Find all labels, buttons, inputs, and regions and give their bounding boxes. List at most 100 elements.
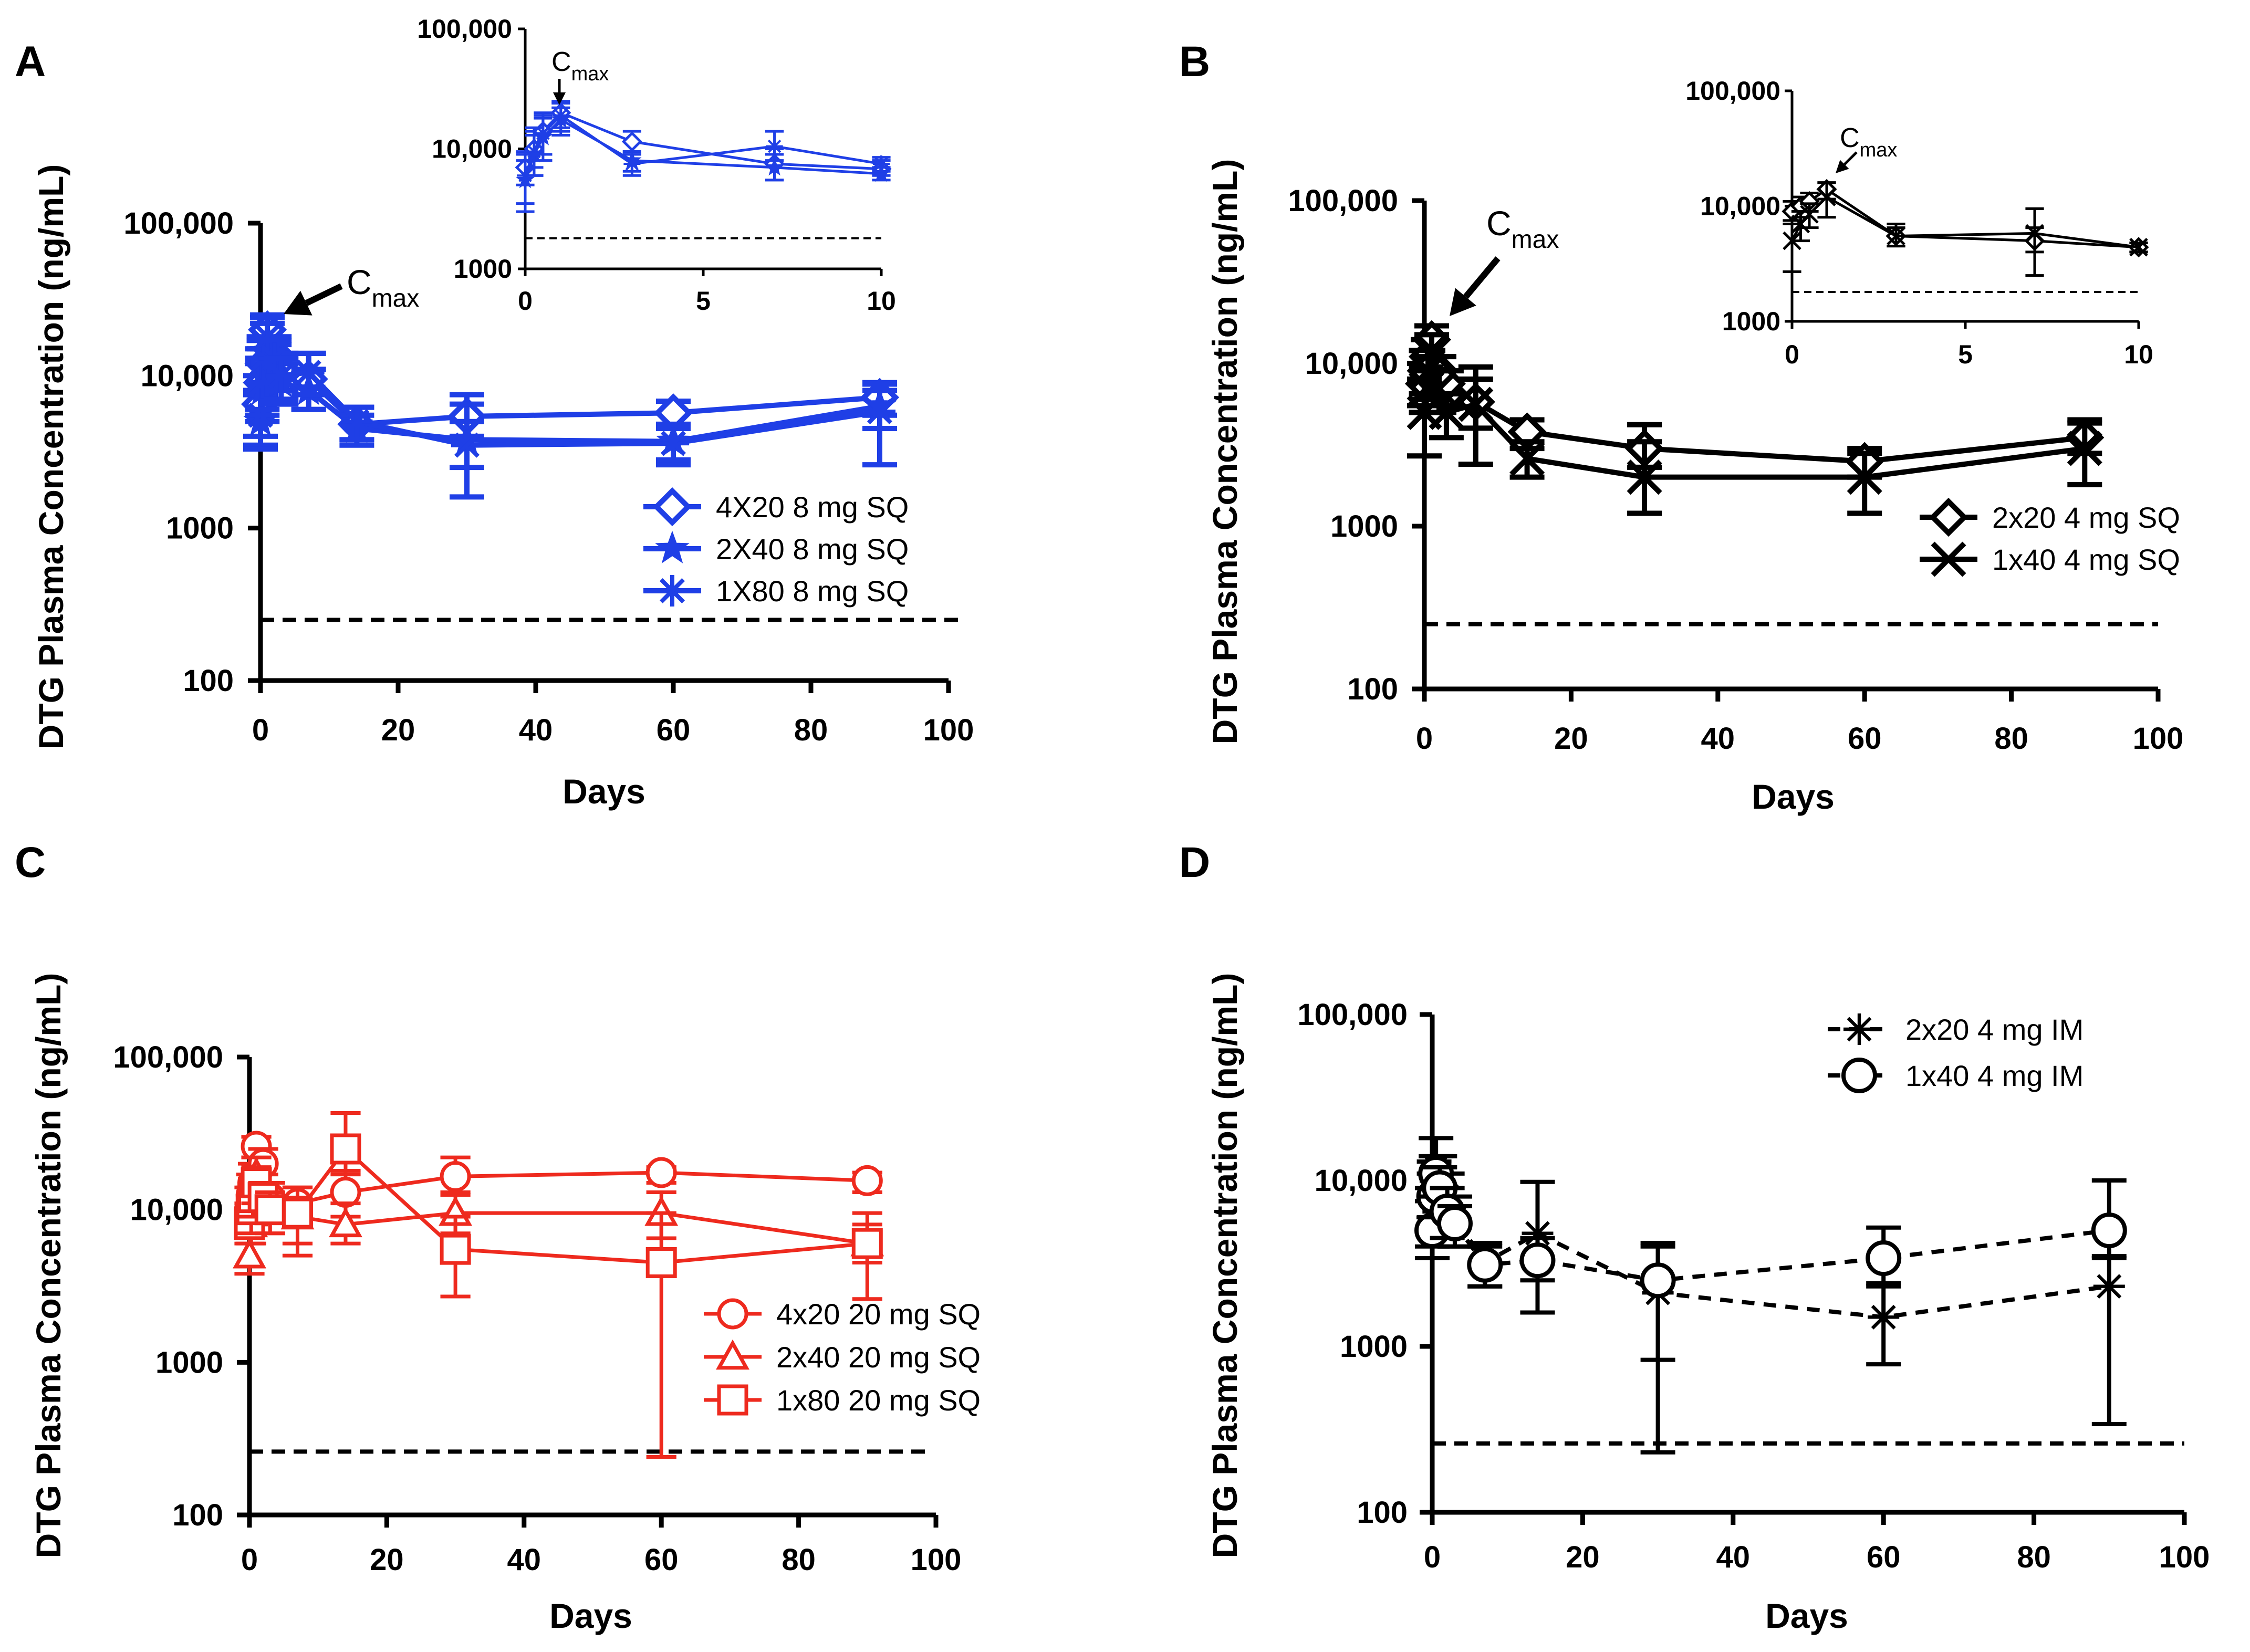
panel-b-series-1-point — [1627, 459, 1662, 495]
marker-stroke — [1931, 541, 1966, 577]
panel-b-series-1-point — [2067, 431, 2102, 466]
panel-d-series-0-point — [2093, 1270, 2125, 1302]
panel-b-series-1-point — [1421, 371, 1457, 406]
panel-d-x-tick-label: 40 — [1716, 1540, 1751, 1574]
panel-b-y-tick-label: 100,000 — [1288, 184, 1398, 218]
panel-a-inset-y-tick-label: 1000 — [454, 254, 512, 284]
panel-d-y-tick-label: 100 — [1357, 1496, 1408, 1530]
panel-a-x-tick-label: 0 — [252, 713, 269, 747]
panel-d-y-tick-label: 1000 — [1340, 1330, 1408, 1364]
marker-stroke — [625, 157, 639, 171]
cmax-main: C — [1840, 123, 1860, 153]
panel-a-y-axis-title: DTG Plasma Concentration (ng/mL) — [32, 164, 70, 750]
panel-d-series-0-point — [1868, 1301, 1900, 1333]
panel-d-series-1-point — [1467, 1247, 1503, 1283]
panel-c-y-tick-label: 100 — [172, 1498, 223, 1532]
panel-b-letter: B — [1179, 38, 1210, 86]
marker-stroke — [1414, 332, 1450, 368]
panel-a-series-2-point — [658, 427, 689, 459]
panel-a-inset-series-1-point — [765, 157, 784, 176]
panel-a-inset-series-2-point — [534, 124, 551, 142]
panel-d-legend-label: 1x40 4 mg IM — [1905, 1059, 2084, 1092]
panel-c-series-1-point — [329, 1207, 362, 1238]
panel-b-series-1-errorbar — [1458, 364, 1493, 467]
cmax-main: C — [347, 263, 372, 301]
panel-c-legend-marker — [717, 1384, 748, 1416]
panel-d-y-axis-title: DTG Plasma Concentration (ng/mL) — [1205, 973, 1244, 1559]
panel-d-x-tick-label: 20 — [1566, 1540, 1600, 1574]
panel-b-cmax-arrow-head — [1450, 288, 1476, 316]
panel-b-series-1-point — [1414, 332, 1450, 368]
panel-a-series-2-point — [293, 357, 325, 389]
panel-d-series-1-point — [1640, 1262, 1676, 1299]
marker-stroke — [1429, 394, 1464, 430]
marker-stroke — [1871, 1304, 1896, 1330]
panel-b-cmax-label: Cmax — [1486, 204, 1559, 254]
panel-c-series-2-point — [254, 1194, 286, 1226]
panel-a-y-tick-label: 1000 — [166, 511, 234, 546]
marker-stroke — [867, 399, 893, 425]
panel-a-inset-series-0-point — [621, 131, 642, 152]
cmax-main: C — [551, 47, 571, 77]
panel-b-x-axis-title: Days — [1752, 777, 1835, 816]
panel-d-series-1-point — [1436, 1206, 1473, 1242]
panel-c-series-0-point — [851, 1165, 883, 1196]
panel-b-inset-series-0-line — [1791, 187, 2139, 249]
marker-stroke — [268, 363, 294, 389]
marker-stroke — [2025, 224, 2044, 243]
panel-a-inset-series-2-point — [766, 138, 783, 155]
panel-d-legend-item: 2x20 4 mg IM — [1828, 1013, 2084, 1046]
panel-b-inset-series-1-point — [1817, 187, 1836, 206]
panel-c-x-tick-label: 60 — [644, 1543, 679, 1577]
panel-b-x-tick-label: 60 — [1848, 722, 1882, 756]
panel-a-x-axis-title: Days — [562, 772, 645, 811]
marker-stroke — [454, 432, 480, 458]
panel-a-cmax-label: Cmax — [347, 263, 419, 312]
marker-stroke — [2097, 1274, 2122, 1299]
cmax-sub: max — [372, 285, 420, 312]
panel-a-inset-series-2-point — [623, 155, 641, 173]
panel-c-series-1-point — [233, 1238, 266, 1269]
panel-a-legend-marker — [652, 487, 692, 527]
panel-c-legend-item: 2x40 20 mg SQ — [704, 1339, 981, 1374]
panel-a-series-2-point — [265, 360, 297, 392]
panel-c-y-tick-label: 1000 — [155, 1345, 223, 1379]
panel-b-y-tick-label: 10,000 — [1305, 347, 1398, 381]
panel-a-series-2-point — [451, 429, 483, 461]
panel-d-legend-item: 1x40 4 mg IM — [1828, 1058, 2084, 1093]
panel-a-y-tick-label: 10,000 — [141, 359, 234, 393]
panel-b-inset-y-tick-label: 10,000 — [1700, 192, 1780, 221]
marker-stroke — [874, 157, 888, 171]
panel-b-inset-series-1-point — [1887, 226, 1905, 246]
panel-a-inset-x-tick-label: 0 — [518, 286, 533, 316]
panel-d-series-1-point — [1866, 1240, 1902, 1277]
marker-stroke — [1525, 1221, 1550, 1246]
panel-a-legend-marker — [655, 530, 690, 563]
marker-stroke — [1627, 459, 1662, 495]
panel-b-series-1-point — [1458, 386, 1494, 422]
panel-b-inset-y-tick-label: 1000 — [1722, 307, 1780, 336]
panel-b-x-tick-label: 0 — [1416, 722, 1433, 756]
panel-a-x-tick-label: 100 — [923, 713, 974, 747]
panel-d-series-1-point — [2091, 1212, 2127, 1249]
marker-stroke — [255, 324, 280, 350]
panel-b-inset-series-1-errorbar — [2025, 207, 2044, 254]
panel-c-legend-marker — [717, 1298, 748, 1330]
panel-b-x-tick-label: 40 — [1701, 722, 1735, 756]
panel-b-legend-item: 2x20 4 mg SQ — [1920, 497, 2180, 537]
panel-b-inset-x-tick-label: 0 — [1785, 340, 1799, 369]
marker-stroke — [1847, 1017, 1872, 1042]
cmax-sub: max — [1860, 139, 1898, 161]
panel-b-inset-cmax-label: Cmax — [1840, 123, 1897, 161]
marker-stroke — [1458, 386, 1494, 422]
panel-b-y-tick-label: 1000 — [1330, 509, 1398, 543]
panel-c-x-tick-label: 80 — [782, 1543, 816, 1577]
panel-b-legend-label: 1x40 4 mg SQ — [1992, 543, 2180, 576]
marker-stroke — [1800, 205, 1819, 224]
panel-a-series-2-point — [252, 321, 284, 353]
panel-a-legend-item: 1X80 8 mg SQ — [643, 574, 909, 608]
panel-d-letter: D — [1179, 839, 1210, 886]
marker-stroke — [1847, 459, 1882, 495]
